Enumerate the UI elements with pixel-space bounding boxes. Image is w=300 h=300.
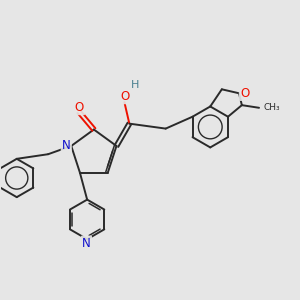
Text: O: O (75, 101, 84, 114)
Text: CH₃: CH₃ (263, 103, 280, 112)
Text: O: O (120, 90, 130, 103)
Text: N: N (62, 140, 71, 152)
Text: N: N (82, 237, 91, 250)
Text: H: H (131, 80, 139, 90)
Text: O: O (240, 87, 249, 100)
